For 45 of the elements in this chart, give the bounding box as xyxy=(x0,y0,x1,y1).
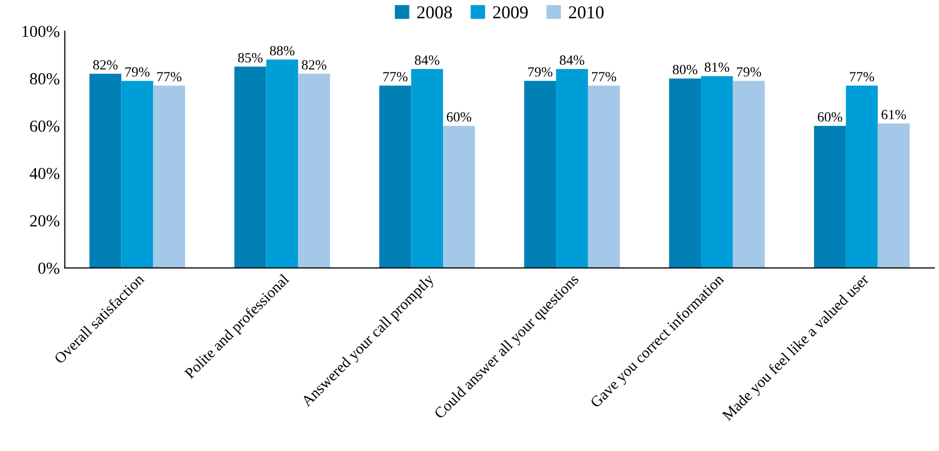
bar xyxy=(411,69,444,268)
bar xyxy=(153,86,186,268)
bar xyxy=(669,78,701,268)
data-label: 60% xyxy=(446,112,472,122)
data-label: 84% xyxy=(414,55,440,65)
data-label: 60% xyxy=(818,112,842,122)
bar xyxy=(846,86,878,268)
y-tick-label: 0% xyxy=(38,262,60,274)
data-label: 84% xyxy=(560,55,584,65)
y-tick-label: 40% xyxy=(30,168,60,180)
bar xyxy=(89,74,122,268)
data-label: 77% xyxy=(850,72,874,82)
data-label: 79% xyxy=(528,67,552,77)
data-label: 61% xyxy=(882,110,906,120)
data-label: 82% xyxy=(302,60,326,70)
bar xyxy=(379,86,412,268)
bar xyxy=(732,80,765,268)
data-label: 77% xyxy=(383,72,408,82)
data-label: 77% xyxy=(157,72,182,82)
bar xyxy=(266,60,298,268)
bar xyxy=(121,80,154,268)
y-tick-label: 80% xyxy=(30,73,60,84)
bar xyxy=(814,126,846,268)
bar xyxy=(443,126,475,268)
legend-label: 2009 xyxy=(493,6,528,18)
data-label: 81% xyxy=(704,62,730,72)
data-label: 79% xyxy=(736,67,762,77)
data-label: 82% xyxy=(93,60,118,70)
data-label: 88% xyxy=(270,46,294,56)
data-label: 80% xyxy=(672,64,698,74)
data-label: 77% xyxy=(592,72,616,82)
bar xyxy=(524,80,556,268)
bar xyxy=(588,86,620,268)
data-label: 85% xyxy=(238,53,263,62)
bar xyxy=(556,69,588,268)
bar xyxy=(234,66,266,268)
legend-label: 2008 xyxy=(417,6,452,18)
bar xyxy=(298,74,330,268)
bar xyxy=(700,76,733,268)
y-tick-label: 100% xyxy=(22,26,60,38)
legend-label: 2010 xyxy=(568,6,604,18)
y-tick-label: 60% xyxy=(30,120,60,132)
bar xyxy=(878,123,910,268)
y-tick-label: 20% xyxy=(30,215,60,227)
data-label: 79% xyxy=(125,67,150,77)
